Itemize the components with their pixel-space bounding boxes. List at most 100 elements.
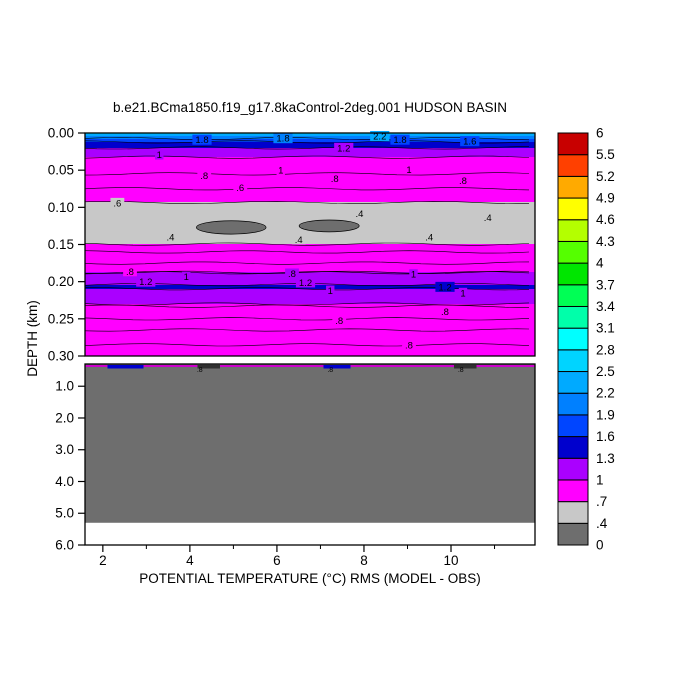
contour-label: .8 bbox=[126, 267, 134, 278]
colorbar-box bbox=[557, 132, 589, 156]
contour-label: .8 bbox=[335, 316, 343, 327]
contour-label: .4 bbox=[295, 235, 303, 246]
contour-label: 1 bbox=[184, 272, 189, 283]
contour-label: 1.2 bbox=[299, 278, 312, 289]
colorbar-box bbox=[557, 436, 589, 459]
colorbar-label: 1.9 bbox=[596, 407, 615, 422]
colorbar-box bbox=[557, 262, 589, 286]
y-tick-label: 0.20 bbox=[48, 274, 74, 289]
contour-label: 1.2 bbox=[337, 143, 350, 154]
y-tick-label: 5.0 bbox=[55, 506, 74, 521]
contour-label: 1 bbox=[157, 150, 162, 161]
contour-label: 1 bbox=[411, 270, 416, 281]
gray-lens bbox=[298, 219, 360, 233]
colorbar-label: 4.6 bbox=[596, 212, 615, 227]
colorbar-box bbox=[557, 197, 589, 221]
colorbar-label: 2.5 bbox=[596, 364, 615, 379]
contour-label: 2.2 bbox=[373, 131, 386, 142]
colorbar-box bbox=[557, 154, 589, 177]
x-axis: 2 4 6 8 10 bbox=[99, 545, 496, 568]
contour-lines bbox=[84, 137, 530, 347]
colorbar-label: 3.1 bbox=[596, 321, 615, 336]
contour-labels: 1.8 1.8 2.2 1.8 1.61.21.8 1.81.8.6.6.4.4.4.4.… bbox=[110, 130, 495, 351]
colorbar-box bbox=[557, 219, 589, 242]
contour-label: .8 bbox=[331, 174, 339, 185]
contour-label: .8 bbox=[200, 171, 208, 182]
colorbar-label: 1 bbox=[596, 472, 604, 487]
colorbar-label: 1.3 bbox=[596, 451, 615, 466]
x-tick-label: 4 bbox=[186, 553, 194, 568]
colorbar-box bbox=[557, 392, 589, 416]
y-tick-label: 0.15 bbox=[48, 237, 74, 252]
y-tick-label: 0.25 bbox=[48, 311, 74, 326]
colorbar-label: 3.7 bbox=[596, 277, 615, 292]
contour-label: 1 bbox=[460, 288, 465, 299]
x-tick-label: 8 bbox=[360, 553, 368, 568]
contour-label: 1.2 bbox=[139, 277, 152, 288]
y-tick-label: 0.10 bbox=[48, 200, 74, 215]
y-tick-label: 6.0 bbox=[55, 538, 74, 553]
contour-label: 1 bbox=[328, 286, 333, 297]
contour-label: .6 bbox=[236, 183, 244, 194]
y-tick-label: 3.0 bbox=[55, 442, 74, 457]
colorbar-label: .4 bbox=[596, 516, 608, 531]
y-tick-label: 4.0 bbox=[55, 474, 74, 489]
x-tick-label: 10 bbox=[443, 553, 458, 568]
contour-label: .8 bbox=[405, 340, 413, 351]
colorbar-box bbox=[557, 284, 589, 307]
y-tick-label: 2.0 bbox=[55, 410, 74, 425]
colorbar-box bbox=[557, 522, 589, 546]
gray-lens bbox=[196, 220, 267, 235]
edge-label: .8 bbox=[197, 367, 203, 374]
y-tick-label: 1.0 bbox=[55, 379, 74, 394]
x-axis-label: POTENTIAL TEMPERATURE (°C) RMS (MODEL - … bbox=[139, 571, 481, 586]
colorbar-box bbox=[557, 240, 589, 264]
lower-panel: .8 .8 .8 bbox=[84, 363, 536, 546]
contour-label: 1.2 bbox=[438, 282, 451, 293]
contour-label: .4 bbox=[167, 233, 175, 244]
colorbar-box bbox=[557, 305, 589, 329]
edge-label: .8 bbox=[327, 367, 333, 374]
colorbar-label: 0 bbox=[596, 538, 604, 553]
colorbar-box bbox=[557, 349, 589, 373]
colorbar-box bbox=[557, 479, 589, 503]
contour-label: .8 bbox=[459, 176, 467, 187]
colorbar-box bbox=[557, 457, 589, 481]
colorbar-label: .7 bbox=[596, 494, 607, 509]
edge-label: .8 bbox=[458, 367, 464, 374]
contour-label: 1.8 bbox=[276, 134, 289, 145]
colorbar-box bbox=[557, 327, 589, 351]
colorbar-label: 4 bbox=[596, 256, 604, 271]
contour-label: 1.6 bbox=[463, 137, 476, 148]
colorbar-label: 2.2 bbox=[596, 386, 615, 401]
contour-label: .4 bbox=[356, 209, 364, 220]
y-tick-label: 0.30 bbox=[48, 349, 74, 364]
x-tick-label: 6 bbox=[273, 553, 281, 568]
contour-label: .8 bbox=[288, 269, 296, 280]
colorbar-label: 1.6 bbox=[596, 429, 615, 444]
contour-label: .8 bbox=[441, 307, 449, 318]
contour-label: 1 bbox=[278, 166, 283, 177]
contour-label: 1 bbox=[406, 165, 411, 176]
colorbar-label: 4.9 bbox=[596, 191, 615, 206]
colorbar-label: 3.4 bbox=[596, 299, 615, 314]
gray-lenses bbox=[196, 219, 360, 235]
y-tick-label: 0.00 bbox=[48, 126, 74, 141]
colorbar-label: 2.8 bbox=[596, 342, 615, 357]
upper-panel-field bbox=[85, 133, 535, 357]
y-axis: 0.00 0.05 0.10 0.15 0.20 0.25 0.30 1.0 2.0 3.0 4.0… bbox=[48, 126, 85, 553]
colorbar-box bbox=[557, 414, 589, 438]
colorbar: 0 .4 .7 1 1.3 1.6 1.9 2.2 2.5 2.8 3.1 3.4 3.7 4 4.3 4.6… bbox=[557, 126, 615, 553]
contour-label: 1.8 bbox=[393, 135, 406, 146]
contour-label: .4 bbox=[484, 213, 492, 224]
x-tick-label: 2 bbox=[99, 553, 107, 568]
colorbar-label: 6 bbox=[596, 126, 604, 141]
colorbar-box bbox=[557, 175, 589, 199]
colorbar-box bbox=[557, 371, 589, 394]
contour-label: 1.8 bbox=[195, 135, 208, 146]
contour-label: .4 bbox=[425, 233, 433, 244]
colorbar-label: 5.5 bbox=[596, 147, 615, 162]
colorbar-label: 5.2 bbox=[596, 169, 615, 184]
